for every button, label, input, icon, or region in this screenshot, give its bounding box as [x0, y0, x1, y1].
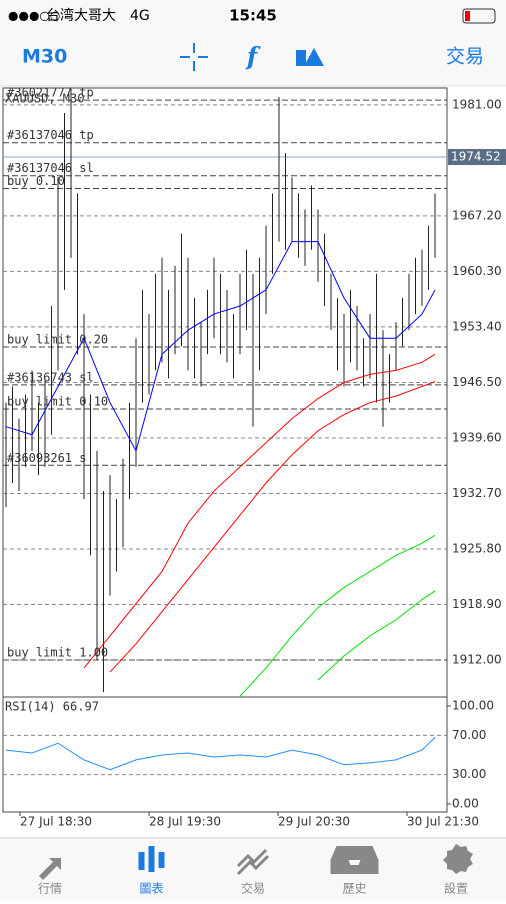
rsi-tick-label: 30.00 [452, 767, 486, 781]
timeframe[interactable]: M30 [22, 46, 67, 68]
network: 4G [130, 8, 150, 24]
order-label: #36137046 sl [7, 161, 94, 175]
moving-average [109, 381, 436, 673]
chart-frame [2, 87, 448, 813]
tab-label[interactable]: 歷史 [342, 882, 366, 896]
battery-level [465, 11, 470, 21]
rsi-tick-label: 0.00 [452, 796, 479, 810]
order-label: buy 0.10 [7, 174, 65, 188]
x-tick-label: 27 Jul 18:30 [20, 815, 92, 829]
y-tick-label: 1981.00 [452, 97, 502, 111]
y-tick-label: 1953.40 [452, 319, 502, 333]
order-label: #36136743 sl [7, 370, 94, 384]
moving-average [239, 534, 436, 697]
tab-label[interactable]: 交易 [241, 881, 265, 896]
trade-button[interactable]: 交易 [446, 46, 484, 68]
tab-icon[interactable] [138, 846, 165, 872]
current-price-label: 1974.52 [451, 150, 501, 164]
clock: 15:45 [229, 7, 277, 25]
tab-label[interactable]: 行情 [38, 882, 62, 896]
indicator-icon[interactable]: f [245, 42, 261, 71]
order-label: #36093261 s [7, 451, 86, 465]
x-tick-label: 28 Jul 19:30 [149, 815, 221, 829]
y-tick-label: 1960.30 [452, 264, 502, 278]
x-tick-label: 30 Jul 21:30 [407, 815, 479, 829]
y-tick-label: 1946.50 [452, 375, 502, 389]
order-label: buy limit 1.00 [7, 645, 108, 659]
y-tick-label: 1925.80 [452, 541, 502, 555]
crosshair-icon[interactable] [180, 43, 208, 71]
rsi-tick-label: 100.00 [452, 699, 494, 713]
rsi-line [5, 737, 436, 771]
tab-icon[interactable] [330, 846, 379, 874]
y-tick-label: 1932.70 [452, 486, 502, 500]
y-tick-label: 1939.60 [452, 430, 502, 444]
rsi-tick-label: 70.00 [452, 728, 486, 742]
symbol-label: XAUUSD, M30 [5, 92, 84, 106]
current-price-tag [448, 149, 506, 166]
objects-icon[interactable] [296, 48, 324, 66]
moving-average [317, 590, 436, 681]
carrier: 台湾大哥大 [46, 7, 116, 24]
moving-average [5, 241, 436, 453]
signal: ●●●○○ [8, 9, 60, 23]
y-tick-label: 1912.00 [452, 652, 502, 666]
tabbar [0, 839, 506, 900]
header-bg [0, 0, 506, 86]
tab-icon[interactable] [39, 858, 61, 880]
y-tick-label: 1918.90 [452, 597, 502, 611]
tab-icon[interactable] [236, 848, 270, 876]
order-label: #36137046 tp [7, 128, 94, 142]
order-label: #36021777 tp [7, 86, 94, 100]
moving-average [83, 353, 436, 669]
rsi-label: RSI(14) 66.97 [5, 700, 99, 714]
tab-label[interactable]: 圖表 [139, 882, 163, 896]
y-tick-label: 1967.20 [452, 208, 502, 222]
order-label: buy limit 0.10 [7, 394, 108, 408]
battery [462, 8, 496, 24]
x-tick-label: 29 Jul 20:30 [278, 815, 350, 829]
order-label: buy limit 0.20 [7, 333, 108, 347]
tab-label[interactable]: 設置 [444, 881, 468, 896]
tab-icon[interactable] [443, 844, 473, 874]
